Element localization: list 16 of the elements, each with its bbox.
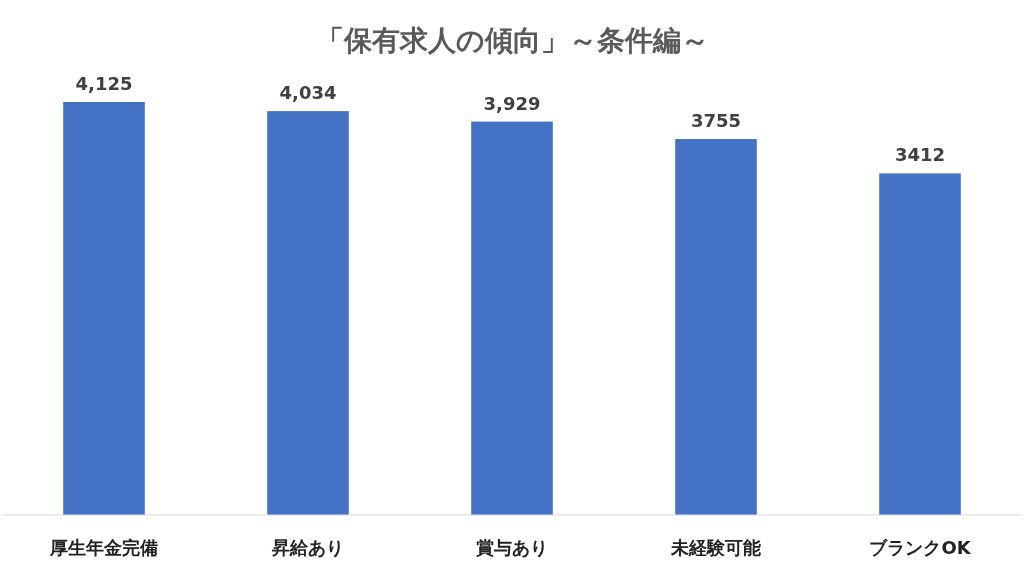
x-tick-label: 昇給あり — [271, 537, 344, 558]
x-tick-label: 厚生年金完備 — [49, 537, 158, 558]
x-tick-label: 未経験可能 — [670, 537, 761, 558]
bar — [675, 139, 757, 515]
x-tick-label: ブランクOK — [869, 537, 972, 558]
data-label: 3755 — [690, 110, 742, 132]
bar — [63, 102, 145, 515]
chart-title: 「保有求人の傾向」～条件編～ — [315, 24, 709, 57]
bar — [471, 121, 553, 515]
bar — [879, 173, 961, 515]
data-label: 4,125 — [75, 73, 133, 94]
bar — [267, 111, 349, 515]
data-label: 4,034 — [279, 82, 337, 104]
x-tick-label: 賞与あり — [476, 537, 548, 558]
data-label: 3412 — [894, 144, 946, 166]
data-label: 3,929 — [483, 92, 541, 114]
